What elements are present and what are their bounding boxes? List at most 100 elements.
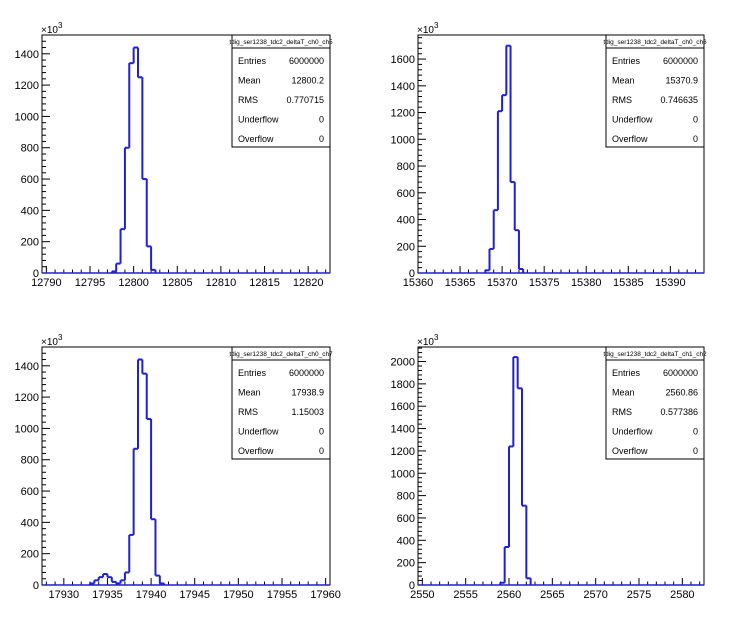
x-tick-label: 15390 [655, 277, 686, 289]
x-tick-label: 12815 [249, 277, 280, 289]
stats-row-label: Mean [238, 76, 261, 86]
histogram-panel-4: 2550 2555 2560 2565 2570 2575 2580 0 200 400 600 80… [391, 333, 708, 601]
x-tick-label: 15385 [613, 277, 644, 289]
y-tick-label: 200 [397, 241, 415, 253]
x-tick-label: 12820 [293, 277, 324, 289]
stats-box-frame [605, 346, 705, 460]
y-multiplier-label: ×103 [41, 333, 63, 348]
y-multiplier-label: ×103 [41, 21, 63, 36]
stats-row-label: RMS [238, 407, 258, 417]
stats-box-title: tdig_ser1238_tdc2_deltaT_ch0_ch7 [229, 351, 333, 358]
stats-row-label: RMS [238, 95, 258, 105]
stats-box: tdig_ser1238_tdc2_deltaT_ch1_ch2 Entries 6… [603, 346, 707, 460]
x-tick-label: 2550 [410, 589, 434, 601]
y-multiplier-label: ×103 [417, 333, 439, 348]
y-tick-label: 800 [397, 161, 415, 173]
y-tick-label: 1800 [391, 379, 415, 391]
y-tick-label: 2000 [391, 357, 415, 369]
histogram-panel-3: 17930 17935 17940 17945 17950 17955 17960 0 200 4… [15, 333, 341, 601]
y-tick-label: 1200 [391, 108, 415, 120]
stats-row-label: RMS [612, 407, 632, 417]
y-tick-label: 600 [397, 513, 415, 525]
stats-row-label: RMS [612, 95, 632, 105]
y-tick-label: 1600 [391, 401, 415, 413]
y-tick-label: 0 [409, 580, 415, 592]
x-tick-label: 2555 [453, 589, 477, 601]
x-tick-label: 2575 [627, 589, 651, 601]
stats-row-label: Mean [612, 388, 635, 398]
stats-row-label: Underflow [612, 115, 653, 125]
stats-box: tdig_ser1238_tdc2_deltaT_ch0_ch6 Entries 6… [603, 34, 707, 148]
stats-row-label: Mean [238, 388, 261, 398]
stats-row-value: 0.577386 [660, 407, 698, 417]
y-tick-label: 1000 [391, 134, 415, 146]
x-tick-label: 15375 [529, 277, 560, 289]
stats-box-frame [605, 34, 705, 148]
x-tick-label: 2570 [583, 589, 607, 601]
y-tick-label: 200 [21, 237, 39, 249]
x-tick-label: 12800 [118, 277, 149, 289]
stats-row-label: Entries [238, 56, 267, 66]
y-tick-label: 1400 [391, 81, 415, 93]
stats-box-frame [231, 346, 331, 460]
x-tick-label: 15380 [571, 277, 602, 289]
stats-row-value: 6000000 [663, 368, 698, 378]
x-tick-label: 17935 [92, 589, 123, 601]
histogram-panel-2: 15360 15365 15370 15375 15380 15385 15390 0 200 4… [391, 21, 708, 289]
stats-row-value: 6000000 [663, 56, 698, 66]
x-tick-label: 2560 [497, 589, 521, 601]
y-tick-label: 800 [21, 143, 39, 155]
stats-row-value: 6000000 [289, 368, 324, 378]
stats-box-title: tdig_ser1238_tdc2_deltaT_ch0_ch5 [229, 39, 333, 46]
stats-row-label: Underflow [238, 427, 279, 437]
stats-row-value: 0 [693, 115, 698, 125]
y-tick-label: 1200 [15, 392, 39, 404]
stats-box-title: tdig_ser1238_tdc2_deltaT_ch0_ch6 [603, 39, 707, 46]
y-tick-label: 1400 [15, 49, 39, 61]
y-multiplier-label: ×103 [417, 21, 439, 36]
x-tick-label: 17930 [49, 589, 80, 601]
stats-row-label: Underflow [612, 427, 653, 437]
y-tick-label: 1000 [15, 423, 39, 435]
stats-box-title: tdig_ser1238_tdc2_deltaT_ch1_ch2 [603, 351, 707, 358]
y-tick-label: 1200 [391, 446, 415, 458]
x-tick-label: 12805 [162, 277, 193, 289]
y-tick-label: 200 [397, 558, 415, 570]
stats-row-value: 17938.9 [291, 388, 324, 398]
y-tick-label: 800 [21, 455, 39, 467]
y-tick-label: 1400 [15, 361, 39, 373]
y-tick-label: 1600 [391, 54, 415, 66]
stats-row-value: 0.746635 [660, 95, 698, 105]
stats-row-label: Overflow [238, 446, 274, 456]
stats-row-value: 12800.2 [291, 76, 324, 86]
stats-row-label: Mean [612, 76, 635, 86]
stats-row-label: Underflow [238, 115, 279, 125]
stats-row-value: 0 [319, 427, 324, 437]
y-tick-label: 800 [397, 491, 415, 503]
stats-row-value: 0 [693, 446, 698, 456]
x-tick-label: 17955 [267, 589, 298, 601]
y-tick-label: 600 [397, 188, 415, 200]
y-tick-label: 0 [33, 268, 39, 280]
y-tick-label: 0 [409, 268, 415, 280]
stats-box: tdig_ser1238_tdc2_deltaT_ch0_ch7 Entries 6… [229, 346, 333, 460]
x-tick-label: 12790 [31, 277, 62, 289]
stats-row-value: 0 [319, 446, 324, 456]
stats-row-label: Entries [612, 56, 641, 66]
y-tick-label: 600 [21, 486, 39, 498]
y-tick-label: 1000 [391, 468, 415, 480]
stats-row-label: Entries [238, 368, 267, 378]
stats-row-value: 15370.9 [665, 76, 698, 86]
x-tick-label: 2565 [540, 589, 564, 601]
y-tick-label: 600 [21, 174, 39, 186]
y-tick-label: 400 [397, 215, 415, 227]
y-tick-label: 1400 [391, 424, 415, 436]
stats-box: tdig_ser1238_tdc2_deltaT_ch0_ch5 Entries 6… [229, 34, 333, 148]
stats-row-value: 0 [319, 134, 324, 144]
stats-row-value: 1.15003 [291, 407, 324, 417]
stats-row-value: 0.770715 [286, 95, 324, 105]
y-tick-label: 400 [397, 535, 415, 547]
x-tick-label: 15360 [403, 277, 434, 289]
x-tick-label: 15370 [487, 277, 518, 289]
